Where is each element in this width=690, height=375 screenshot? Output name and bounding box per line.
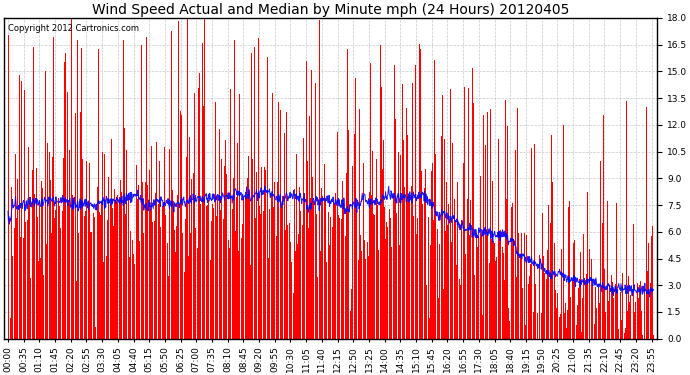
Title: Wind Speed Actual and Median by Minute mph (24 Hours) 20120405: Wind Speed Actual and Median by Minute m…	[92, 3, 569, 17]
Text: Copyright 2012 Cartronics.com: Copyright 2012 Cartronics.com	[8, 24, 139, 33]
